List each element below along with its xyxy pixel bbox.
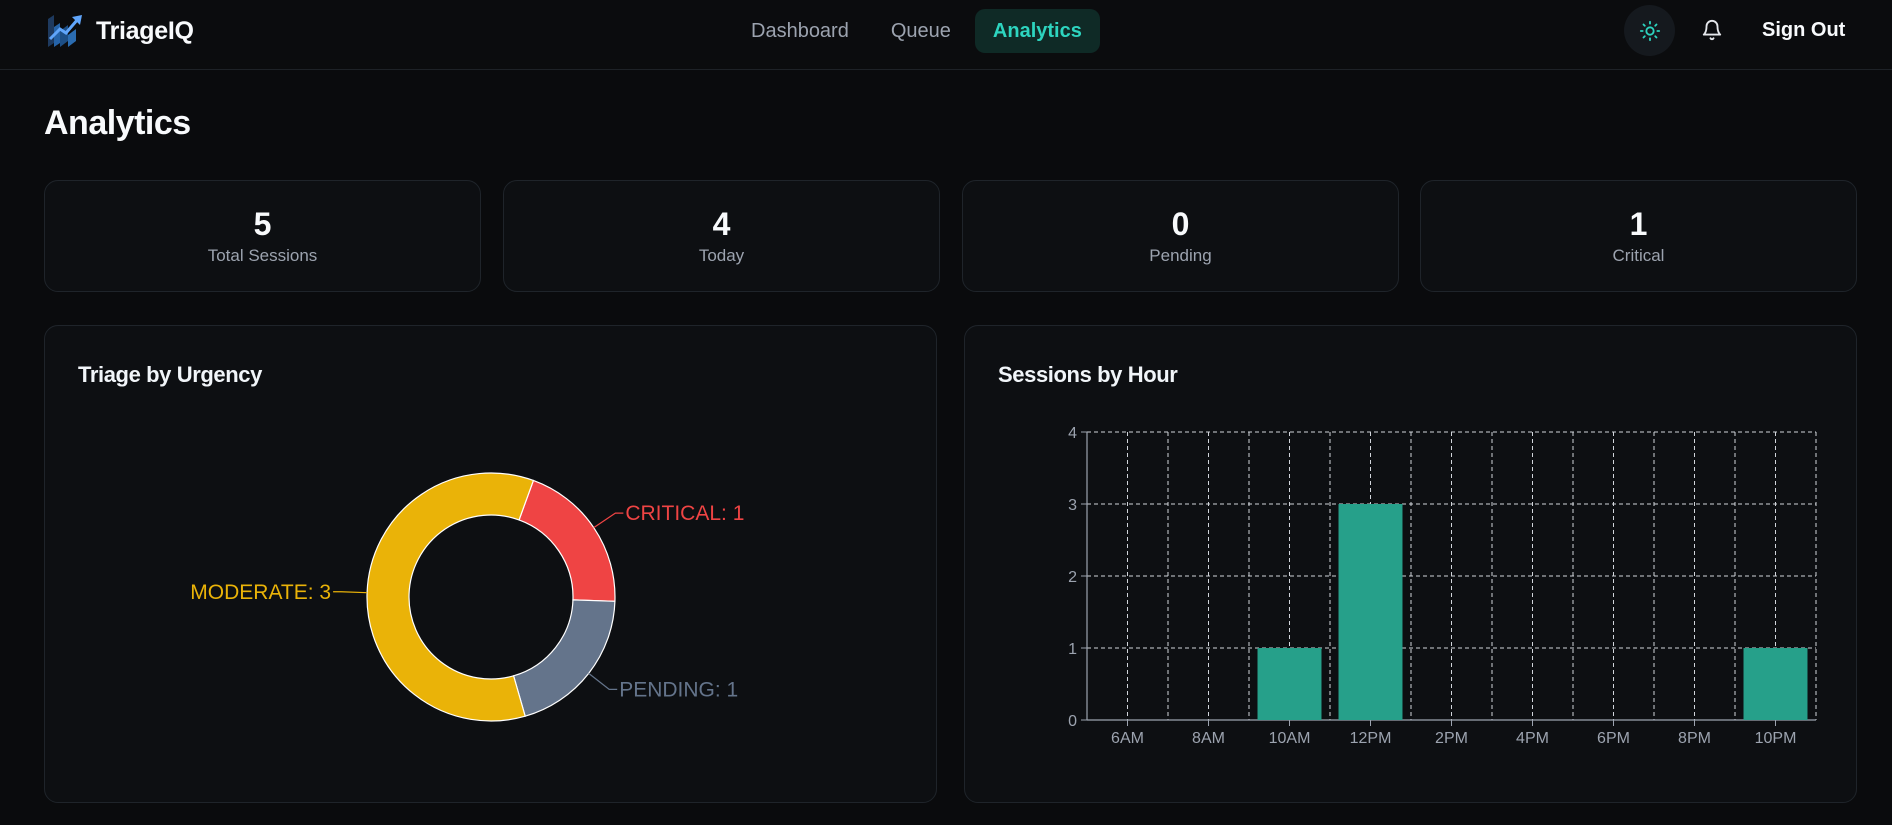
logo-icon: [48, 15, 82, 47]
notifications-button[interactable]: [1692, 10, 1732, 50]
top-navbar: TriageIQ Dashboard Queue Analytics Sign …: [0, 0, 1892, 70]
stat-label: Total Sessions: [207, 246, 318, 265]
x-tick-label: 12PM: [1350, 730, 1392, 747]
stat-value: 1: [1629, 206, 1648, 242]
x-tick-label: 8AM: [1192, 730, 1225, 747]
donut-slice-pending[interactable]: [512, 599, 616, 717]
stat-value: 4: [712, 206, 731, 242]
y-tick-label: 4: [1068, 425, 1077, 442]
brand[interactable]: TriageIQ: [46, 13, 194, 49]
bar-10am[interactable]: [1257, 648, 1322, 720]
sun-icon: [1639, 20, 1660, 41]
donut-label-moderate: MODERATE: 3: [190, 581, 331, 604]
theme-toggle-button[interactable]: [1624, 5, 1675, 56]
x-tick-label: 6AM: [1111, 730, 1144, 747]
donut-label-pending: PENDING: 1: [619, 678, 738, 701]
brand-name: TriageIQ: [96, 16, 194, 45]
donut-slice-moderate[interactable]: [366, 472, 535, 722]
bar-12pm[interactable]: [1338, 504, 1403, 720]
stat-card-today: 4 Today: [503, 180, 940, 292]
y-tick-label: 3: [1068, 497, 1077, 514]
stat-value: 0: [1171, 206, 1190, 242]
stat-card-critical: 1 Critical: [1420, 180, 1857, 292]
bell-icon: [1702, 20, 1722, 41]
sessions-bar-chart: 0 1 2 3 4 6AM 8AM 10AM 12PM 2PM 4PM 6PM 8PM 10PM: [1068, 425, 1817, 747]
nav-analytics[interactable]: Analytics: [974, 9, 1100, 53]
donut-label-critical: CRITICAL: 1: [625, 502, 744, 525]
sign-out-button[interactable]: Sign Out: [1762, 18, 1846, 41]
urgency-chart-panel: Triage by Urgency CRITICAL: 1 PENDING: 1 M…: [44, 325, 937, 803]
stat-card-pending: 0 Pending: [962, 180, 1399, 292]
donut-leader-line: [588, 672, 618, 690]
stat-label: Pending: [1149, 246, 1212, 265]
urgency-donut-chart: CRITICAL: 1 PENDING: 1 MODERATE: 3: [190, 472, 744, 722]
x-tick-label: 6PM: [1597, 730, 1630, 747]
bar-10pm[interactable]: [1743, 648, 1808, 720]
nav-queue[interactable]: Queue: [890, 19, 951, 42]
donut-leader-line: [333, 591, 368, 594]
donut-leader-line: [593, 512, 624, 529]
y-tick-label: 1: [1068, 641, 1077, 658]
x-tick-label: 2PM: [1435, 730, 1468, 747]
x-tick-label: 10PM: [1755, 730, 1797, 747]
panel-title: Triage by Urgency: [78, 362, 262, 387]
stat-label: Critical: [1612, 246, 1665, 265]
hourly-chart-panel: Sessions by Hour 0 1 2 3 4 6AM 8AM 10AM 12PM 2PM 4…: [964, 325, 1857, 803]
x-tick-label: 10AM: [1269, 730, 1311, 747]
panel-title: Sessions by Hour: [998, 362, 1178, 387]
donut-slice-critical[interactable]: [518, 479, 616, 602]
y-tick-label: 0: [1068, 713, 1077, 730]
stat-card-total-sessions: 5 Total Sessions: [44, 180, 481, 292]
stat-label: Today: [698, 246, 745, 265]
stat-value: 5: [253, 206, 272, 242]
main-nav: Dashboard Queue Analytics: [733, 9, 1100, 53]
y-tick-label: 2: [1068, 569, 1077, 586]
nav-dashboard[interactable]: Dashboard: [751, 19, 849, 42]
x-tick-label: 4PM: [1516, 730, 1549, 747]
page-title: Analytics: [44, 104, 191, 142]
x-tick-label: 8PM: [1678, 730, 1711, 747]
